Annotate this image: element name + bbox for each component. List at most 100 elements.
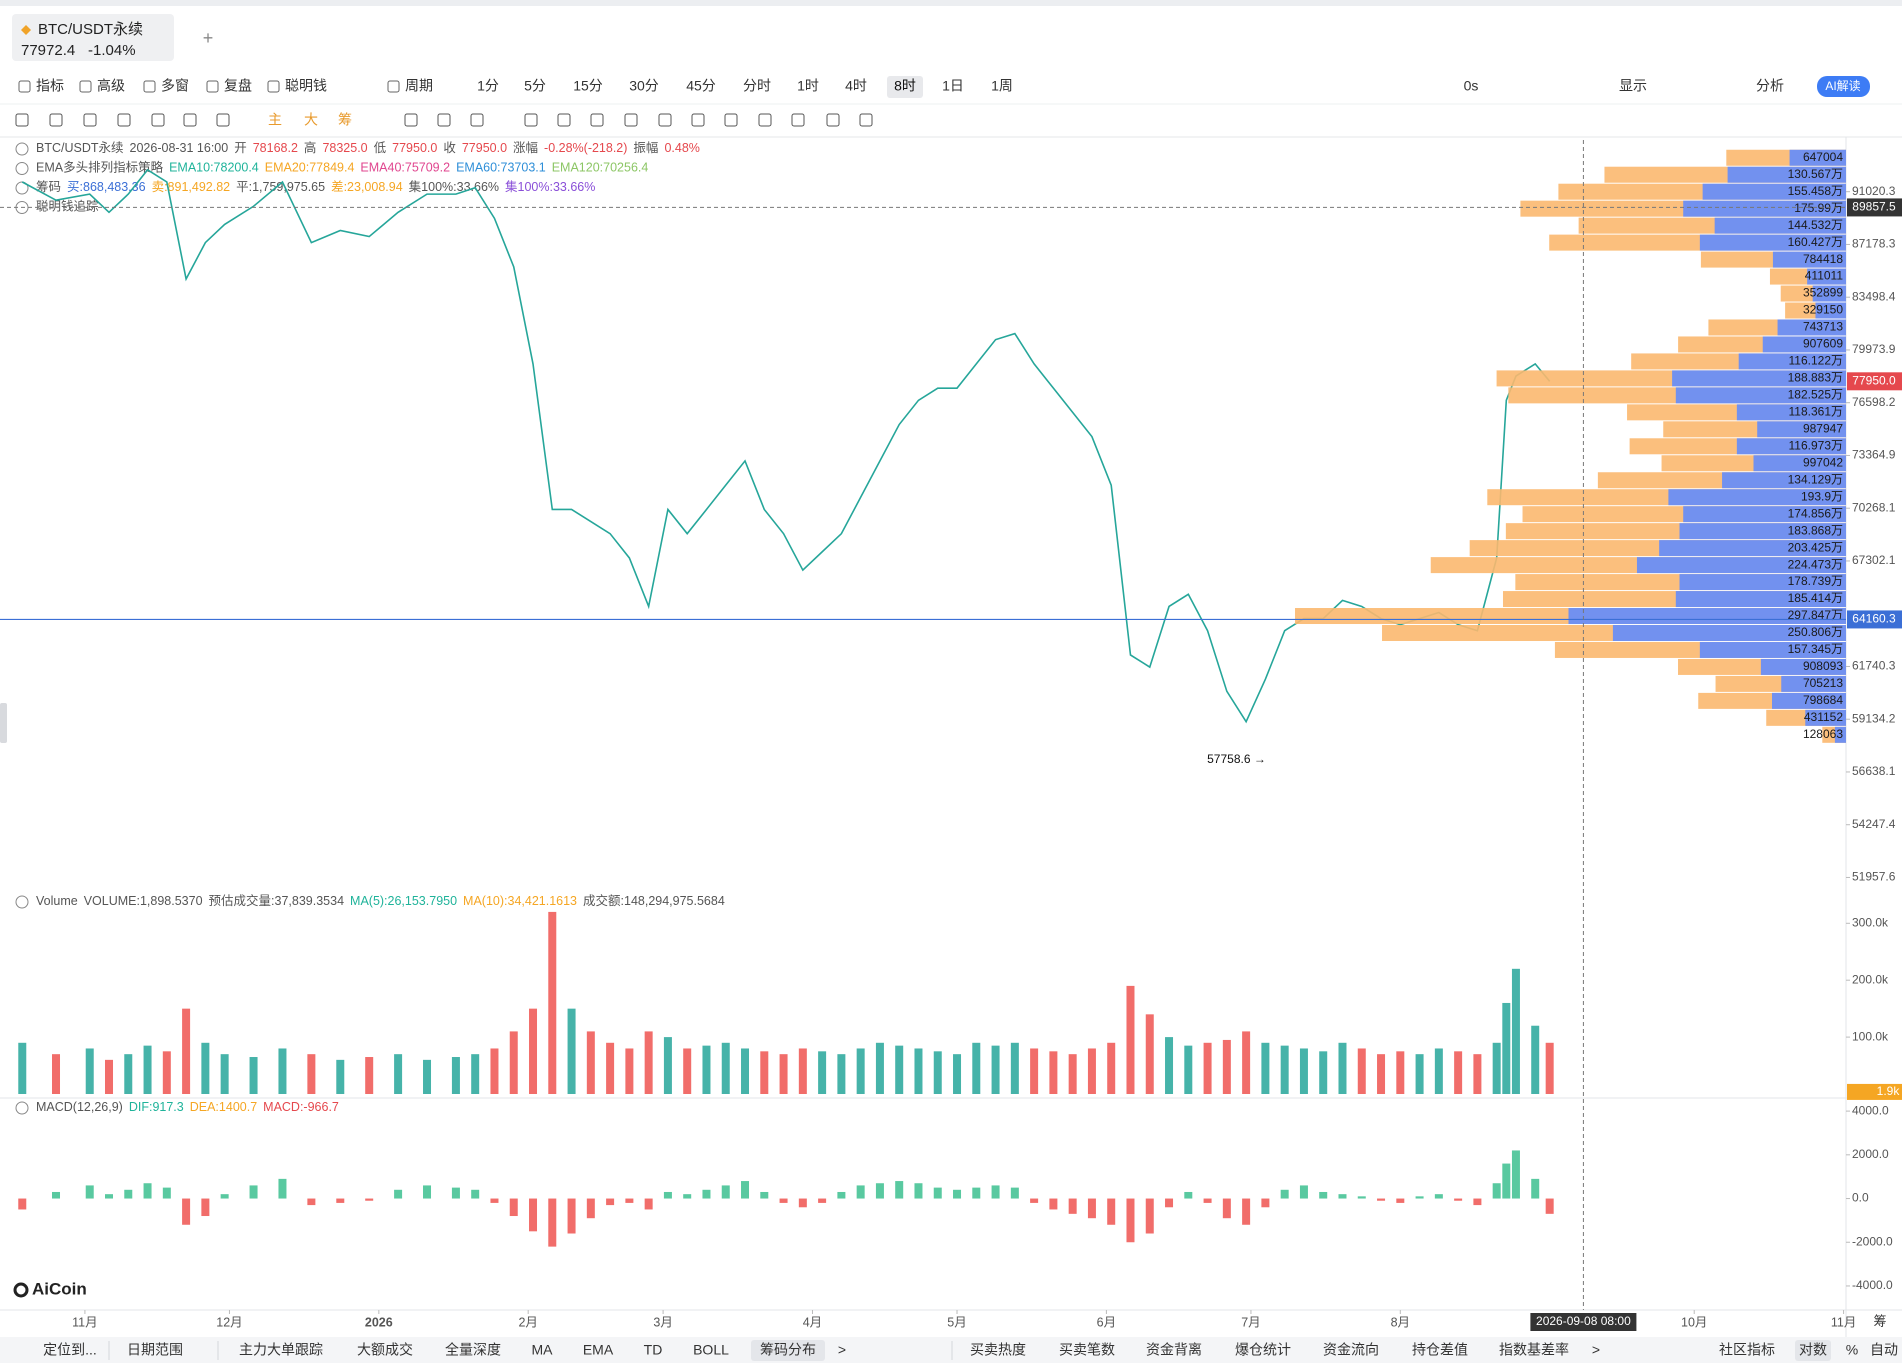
tool-icon[interactable] — [267, 80, 280, 93]
bar — [1087, 1198, 1096, 1219]
bottom-tab[interactable]: EMA — [583, 1342, 614, 1358]
period[interactable]: 15分 — [573, 78, 603, 94]
toolbar-item[interactable]: 聪明钱 — [285, 78, 327, 94]
indicator-tab[interactable]: 指数基差率 — [1499, 1342, 1569, 1358]
draw-tool[interactable] — [524, 113, 538, 127]
period[interactable]: 1时 — [797, 78, 819, 94]
bottom-more[interactable]: > — [838, 1342, 846, 1358]
bottom-tool[interactable]: 对数 — [1799, 1342, 1827, 1358]
bar — [1545, 1198, 1554, 1214]
ai-pill[interactable] — [1817, 76, 1870, 97]
bottom-tool[interactable]: 自动 — [1870, 1342, 1898, 1358]
period[interactable]: 45分 — [686, 78, 716, 94]
collapse-icon[interactable] — [15, 181, 29, 195]
draw-tool[interactable] — [826, 113, 840, 127]
period[interactable]: 4时 — [845, 78, 867, 94]
draw-tool[interactable] — [216, 113, 230, 127]
tool-icon[interactable] — [206, 80, 219, 93]
collapse-icon[interactable] — [15, 1101, 29, 1115]
profile-buy — [1672, 370, 1846, 387]
tool-icon[interactable] — [387, 80, 400, 93]
draw-tool[interactable] — [724, 113, 738, 127]
bottom-tab[interactable]: TD — [644, 1342, 663, 1358]
draw-tool[interactable] — [791, 113, 805, 127]
draw-tool[interactable] — [658, 113, 672, 127]
indicator-tab[interactable]: 买卖热度 — [970, 1342, 1026, 1358]
indicator-tab[interactable]: 买卖笔数 — [1059, 1342, 1115, 1358]
add-tab[interactable]: + — [203, 28, 214, 48]
toolbar-right[interactable]: 分析 — [1756, 78, 1784, 94]
draw-tool[interactable] — [183, 113, 197, 127]
period[interactable]: 5分 — [524, 78, 546, 94]
tool-icon[interactable] — [18, 80, 31, 93]
profile-label: 193.9万 — [1801, 489, 1843, 503]
toolbar-item[interactable]: 多窗 — [161, 78, 189, 94]
bottom-bar — [0, 1337, 1902, 1363]
bottom-tab[interactable]: 全量深度 — [445, 1342, 501, 1358]
draw-tool[interactable] — [758, 113, 772, 127]
collapse-icon[interactable] — [15, 162, 29, 175]
profile-label: 178.739万 — [1788, 574, 1843, 588]
period[interactable]: 1分 — [477, 78, 499, 94]
bottom-tool[interactable]: 社区指标 — [1719, 1342, 1775, 1358]
header-item: EMA20:77849.4 — [265, 161, 355, 175]
bar — [162, 1187, 171, 1199]
bottom-tab[interactable]: BOLL — [693, 1342, 729, 1358]
period[interactable]: 1日 — [942, 78, 964, 94]
y-tick-label: 73364.9 — [1852, 448, 1896, 462]
draw-tool[interactable] — [49, 113, 63, 127]
indicator-tab[interactable]: 资金背离 — [1146, 1342, 1202, 1358]
indicator-tab[interactable]: 持仓差值 — [1412, 1342, 1468, 1358]
indicator-tab[interactable]: 资金流向 — [1323, 1342, 1379, 1358]
tool-icon[interactable] — [79, 80, 92, 93]
draw-tool[interactable] — [83, 113, 97, 127]
draw-char[interactable]: 大 — [304, 112, 318, 128]
draw-tool[interactable] — [437, 113, 451, 127]
bottom-tab[interactable]: 筹码分布 — [760, 1342, 816, 1358]
draw-tool[interactable] — [470, 113, 484, 127]
draw-tool[interactable] — [859, 113, 873, 127]
bar — [1454, 1198, 1463, 1201]
bar — [663, 1037, 672, 1094]
profile-buy — [1781, 675, 1846, 692]
period[interactable]: 分时 — [743, 78, 771, 94]
draw-tool[interactable] — [624, 113, 638, 127]
collapse-icon[interactable] — [15, 895, 29, 909]
draw-tool[interactable] — [151, 113, 165, 127]
draw-tool[interactable] — [15, 113, 29, 127]
indicator-tab[interactable]: 爆仓统计 — [1235, 1342, 1291, 1358]
tool-icon[interactable] — [143, 80, 156, 93]
header-item: 筹码 — [36, 179, 61, 194]
toolbar-right[interactable]: 显示 — [1619, 78, 1647, 94]
period[interactable]: 1周 — [991, 78, 1013, 94]
side-handle[interactable] — [0, 703, 7, 743]
bar — [365, 1057, 374, 1094]
toolbar-item[interactable]: 周期 — [405, 78, 433, 94]
ai-button[interactable]: AI解读 — [1825, 79, 1860, 93]
draw-tool[interactable] — [404, 113, 418, 127]
draw-tool[interactable] — [557, 113, 571, 127]
toolbar-item[interactable]: 高级 — [97, 78, 125, 94]
symbol-tab[interactable] — [12, 14, 174, 61]
bottom-tab[interactable]: MA — [532, 1342, 554, 1358]
profile-buy — [1683, 200, 1846, 217]
period[interactable]: 30分 — [629, 78, 659, 94]
draw-tool[interactable] — [590, 113, 604, 127]
draw-tool[interactable] — [691, 113, 705, 127]
bottom-tool[interactable]: % — [1846, 1342, 1858, 1358]
period[interactable]: 8时 — [894, 78, 916, 94]
toolbar-item[interactable]: 复盘 — [224, 78, 252, 94]
draw-char[interactable]: 筹 — [338, 112, 352, 128]
bottom-tab[interactable]: 主力大单跟踪 — [239, 1342, 323, 1358]
bottom-left[interactable]: 日期范围 — [127, 1342, 183, 1358]
bottom-tab[interactable]: 大额成交 — [357, 1342, 413, 1358]
toolbar-item[interactable]: 指标 — [36, 78, 64, 94]
draw-tool[interactable] — [117, 113, 131, 127]
draw-char[interactable]: 主 — [268, 112, 282, 128]
bar — [683, 1048, 692, 1094]
bottom-left[interactable]: 定位到... — [43, 1342, 97, 1358]
bottom-more[interactable]: > — [1592, 1342, 1600, 1358]
profile-label: 157.345万 — [1788, 642, 1843, 656]
collapse-icon[interactable] — [15, 142, 29, 156]
toolbar-right[interactable]: 0s — [1464, 78, 1479, 94]
